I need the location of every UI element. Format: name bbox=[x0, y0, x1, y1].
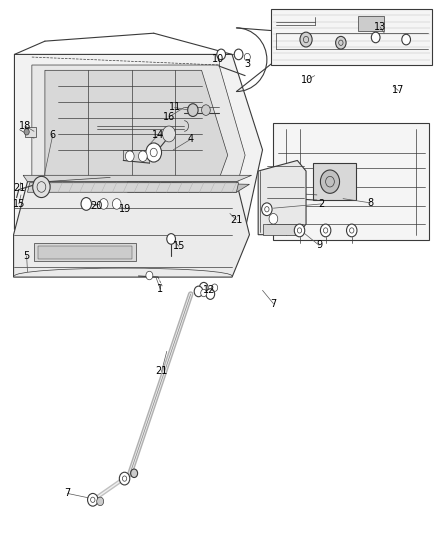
Text: 21: 21 bbox=[14, 183, 26, 193]
Text: 11: 11 bbox=[169, 102, 181, 112]
Circle shape bbox=[201, 289, 207, 297]
Circle shape bbox=[261, 203, 272, 216]
Text: 10: 10 bbox=[301, 75, 313, 85]
Circle shape bbox=[217, 49, 226, 60]
Circle shape bbox=[131, 469, 138, 478]
Text: 7: 7 bbox=[64, 488, 71, 498]
Circle shape bbox=[81, 198, 92, 211]
Text: 3: 3 bbox=[244, 59, 251, 69]
Circle shape bbox=[402, 34, 410, 45]
Text: 15: 15 bbox=[13, 199, 25, 209]
Text: 12: 12 bbox=[203, 285, 215, 295]
Polygon shape bbox=[127, 182, 250, 192]
Circle shape bbox=[97, 497, 104, 506]
Text: 18: 18 bbox=[19, 121, 32, 131]
Bar bbox=[313, 163, 356, 200]
Polygon shape bbox=[45, 70, 228, 203]
Bar bbox=[25, 127, 36, 136]
Circle shape bbox=[146, 143, 162, 162]
Circle shape bbox=[294, 224, 305, 237]
Circle shape bbox=[24, 128, 29, 135]
Polygon shape bbox=[23, 175, 252, 182]
Circle shape bbox=[194, 286, 203, 297]
Circle shape bbox=[113, 199, 121, 209]
Bar bbox=[262, 224, 302, 235]
Text: 21: 21 bbox=[230, 215, 243, 225]
Bar bbox=[271, 10, 432, 65]
Text: 15: 15 bbox=[173, 241, 185, 252]
Polygon shape bbox=[32, 65, 245, 219]
Polygon shape bbox=[258, 160, 306, 235]
Circle shape bbox=[199, 282, 208, 293]
Text: 13: 13 bbox=[374, 22, 386, 32]
Text: 16: 16 bbox=[163, 112, 175, 122]
Circle shape bbox=[300, 32, 312, 47]
Circle shape bbox=[336, 36, 346, 49]
Circle shape bbox=[187, 104, 198, 116]
Text: 2: 2 bbox=[318, 199, 325, 209]
Text: 8: 8 bbox=[367, 198, 374, 208]
Bar bbox=[273, 123, 429, 240]
Text: 7: 7 bbox=[270, 298, 276, 309]
Circle shape bbox=[371, 32, 380, 43]
Circle shape bbox=[321, 170, 339, 193]
Circle shape bbox=[99, 199, 108, 209]
Text: 19: 19 bbox=[119, 204, 131, 214]
Text: 20: 20 bbox=[90, 200, 102, 211]
Text: 6: 6 bbox=[49, 130, 56, 140]
Circle shape bbox=[138, 151, 147, 161]
Text: 5: 5 bbox=[24, 251, 30, 261]
Text: 4: 4 bbox=[187, 134, 194, 144]
Text: 9: 9 bbox=[316, 240, 322, 251]
Circle shape bbox=[321, 224, 331, 237]
Circle shape bbox=[269, 214, 278, 224]
Circle shape bbox=[33, 176, 50, 198]
Circle shape bbox=[125, 151, 134, 161]
Circle shape bbox=[119, 472, 130, 485]
Polygon shape bbox=[14, 54, 262, 229]
Polygon shape bbox=[14, 182, 250, 277]
Bar bbox=[39, 246, 132, 259]
Text: 1: 1 bbox=[157, 284, 163, 294]
Circle shape bbox=[201, 105, 210, 115]
Circle shape bbox=[346, 224, 357, 237]
Circle shape bbox=[162, 126, 176, 142]
Circle shape bbox=[88, 494, 98, 506]
Circle shape bbox=[206, 289, 215, 300]
Text: 17: 17 bbox=[392, 85, 405, 95]
Text: 10: 10 bbox=[212, 54, 224, 63]
Polygon shape bbox=[28, 183, 239, 192]
Polygon shape bbox=[34, 243, 136, 261]
Circle shape bbox=[167, 233, 176, 244]
Bar bbox=[358, 15, 385, 30]
Circle shape bbox=[234, 49, 243, 60]
Circle shape bbox=[146, 271, 153, 280]
Text: 14: 14 bbox=[152, 130, 164, 140]
Text: 21: 21 bbox=[155, 367, 168, 376]
